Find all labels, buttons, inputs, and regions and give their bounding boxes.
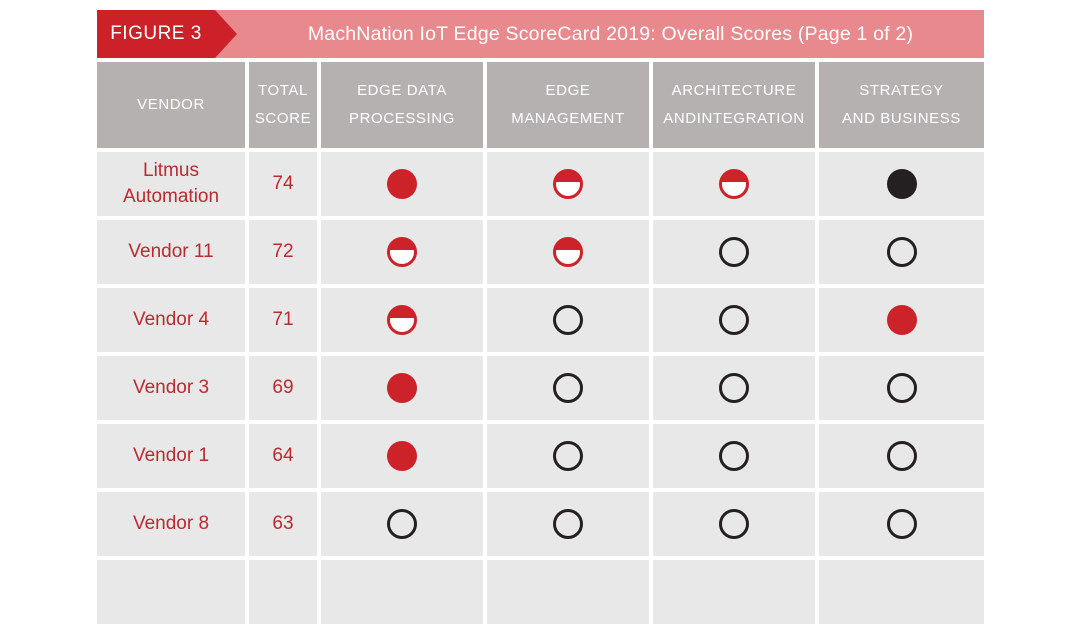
vendor-cell: Litmus Automation xyxy=(97,152,245,216)
figure-banner: FIGURE 3 MachNation IoT Edge ScoreCard 2… xyxy=(97,10,984,58)
column-header-line: SCORE xyxy=(254,110,312,127)
rating-cell xyxy=(653,492,815,556)
harvey-ball-icon xyxy=(387,305,417,335)
rating-cell xyxy=(653,288,815,352)
rating-cell xyxy=(487,356,649,420)
harvey-ball-icon xyxy=(387,441,417,471)
rating-cell xyxy=(321,424,483,488)
vendor-cell: Vendor 11 xyxy=(97,220,245,284)
rating-cell xyxy=(321,152,483,216)
column-header-edge-management: EDGE MANAGEMENT xyxy=(487,62,649,148)
total-score-cell: 71 xyxy=(249,288,317,352)
vendor-cell: Vendor 8 xyxy=(97,492,245,556)
column-header-line: MANAGEMENT xyxy=(511,110,625,127)
rating-cell xyxy=(487,220,649,284)
harvey-ball-icon xyxy=(886,441,917,471)
total-score-cell: 63 xyxy=(249,492,317,556)
rating-cell xyxy=(487,288,649,352)
harvey-ball-icon xyxy=(387,237,417,267)
column-header-line: ARCHITECTURE xyxy=(671,82,797,99)
harvey-ball-icon xyxy=(886,305,917,335)
rating-cell xyxy=(487,152,649,216)
harvey-ball-icon xyxy=(387,169,417,199)
total-score-cell: 74 xyxy=(249,152,317,216)
total-score-cell: 69 xyxy=(249,356,317,420)
harvey-ball-icon xyxy=(387,373,417,403)
rating-cell xyxy=(819,288,984,352)
harvey-ball-icon xyxy=(553,237,583,267)
column-header-line: AND BUSINESS xyxy=(842,110,961,127)
harvey-ball-icon xyxy=(886,169,917,199)
vendor-cell: Vendor 3 xyxy=(97,356,245,420)
column-header-line: ANDINTEGRATION xyxy=(663,110,805,127)
harvey-ball-icon xyxy=(719,373,749,403)
vendor-cell: Vendor 4 xyxy=(97,288,245,352)
column-header-line: TOTAL xyxy=(258,82,308,99)
column-header-vendor: VENDOR xyxy=(97,62,245,148)
column-header-line: PROCESSING xyxy=(348,110,456,127)
total-score-cell: 72 xyxy=(249,220,317,284)
harvey-ball-icon xyxy=(886,509,917,539)
rating-cell xyxy=(653,424,815,488)
rating-cell xyxy=(653,220,815,284)
column-header-total-score: TOTAL SCORE xyxy=(249,62,317,148)
harvey-ball-icon xyxy=(719,305,749,335)
rating-cell xyxy=(653,356,815,420)
partial-row-cell xyxy=(487,560,649,624)
harvey-ball-icon xyxy=(553,509,583,539)
rating-cell xyxy=(819,492,984,556)
rating-cell xyxy=(487,424,649,488)
column-header-line: VENDOR xyxy=(137,96,205,113)
rating-cell xyxy=(321,288,483,352)
rating-cell xyxy=(653,152,815,216)
scorecard-figure: FIGURE 3 MachNation IoT Edge ScoreCard 2… xyxy=(97,10,984,624)
rating-cell xyxy=(487,492,649,556)
rating-cell xyxy=(819,152,984,216)
partial-row-cell xyxy=(819,560,984,624)
column-header-architecture-integration: ARCHITECTURE ANDINTEGRATION xyxy=(653,62,815,148)
figure-title: MachNation IoT Edge ScoreCard 2019: Over… xyxy=(307,22,914,45)
vendor-cell: Vendor 1 xyxy=(97,424,245,488)
harvey-ball-icon xyxy=(387,509,417,539)
scorecard-table: VENDOR TOTAL SCORE EDGE DATA PROCESSING … xyxy=(97,62,984,624)
harvey-ball-icon xyxy=(886,373,917,403)
harvey-ball-icon xyxy=(553,169,583,199)
harvey-ball-icon xyxy=(553,373,583,403)
rating-cell xyxy=(819,424,984,488)
harvey-ball-icon xyxy=(719,441,749,471)
rating-cell xyxy=(321,220,483,284)
rating-cell xyxy=(819,220,984,284)
harvey-ball-icon xyxy=(886,237,917,267)
harvey-ball-icon xyxy=(719,169,749,199)
column-header-strategy-business: STRATEGY AND BUSINESS xyxy=(819,62,984,148)
partial-row-cell xyxy=(321,560,483,624)
harvey-ball-icon xyxy=(553,441,583,471)
column-header-edge-data-processing: EDGE DATA PROCESSING xyxy=(321,62,483,148)
column-header-line: STRATEGY xyxy=(859,82,944,99)
partial-row-cell xyxy=(97,560,245,624)
partial-row-cell xyxy=(653,560,815,624)
rating-cell xyxy=(819,356,984,420)
rating-cell xyxy=(321,492,483,556)
figure-label: FIGURE 3 xyxy=(97,10,237,58)
column-header-line: EDGE xyxy=(545,82,591,99)
rating-cell xyxy=(321,356,483,420)
column-header-line: EDGE DATA xyxy=(357,82,447,99)
harvey-ball-icon xyxy=(719,237,749,267)
total-score-cell: 64 xyxy=(249,424,317,488)
harvey-ball-icon xyxy=(719,509,749,539)
harvey-ball-icon xyxy=(553,305,583,335)
partial-row-cell xyxy=(249,560,317,624)
